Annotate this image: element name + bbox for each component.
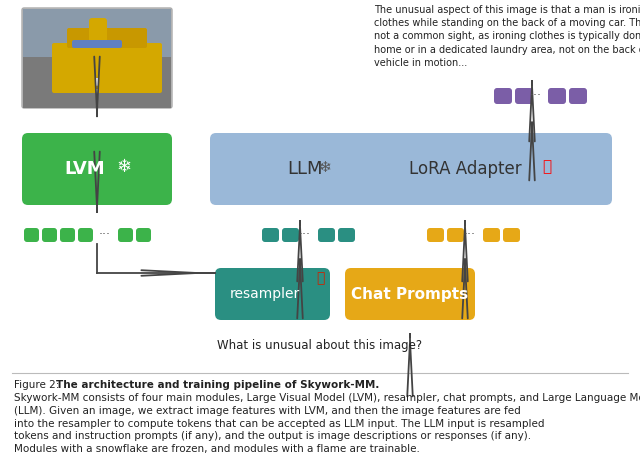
Text: ···: ···	[299, 228, 311, 241]
FancyBboxPatch shape	[494, 88, 512, 104]
Text: ···: ···	[464, 228, 476, 241]
FancyBboxPatch shape	[22, 8, 172, 108]
FancyBboxPatch shape	[78, 228, 93, 242]
Text: 🔥: 🔥	[543, 160, 552, 175]
FancyBboxPatch shape	[345, 268, 475, 320]
FancyBboxPatch shape	[24, 228, 39, 242]
FancyBboxPatch shape	[569, 88, 587, 104]
Text: LLM: LLM	[287, 160, 323, 178]
FancyBboxPatch shape	[548, 88, 566, 104]
Text: The architecture and training pipeline of Skywork-MM.: The architecture and training pipeline o…	[56, 380, 380, 390]
Text: ❄: ❄	[319, 160, 332, 175]
FancyBboxPatch shape	[72, 40, 122, 48]
FancyBboxPatch shape	[22, 133, 172, 205]
Text: resampler: resampler	[229, 287, 300, 301]
FancyBboxPatch shape	[23, 57, 171, 108]
Text: Figure 2:: Figure 2:	[14, 380, 63, 390]
Text: Skywork-MM consists of four main modules, Large Visual Model (LVM), resampler, c: Skywork-MM consists of four main modules…	[14, 393, 640, 454]
FancyBboxPatch shape	[210, 133, 612, 205]
FancyBboxPatch shape	[136, 228, 151, 242]
FancyBboxPatch shape	[427, 228, 444, 242]
FancyBboxPatch shape	[118, 228, 133, 242]
FancyBboxPatch shape	[60, 228, 75, 242]
FancyBboxPatch shape	[318, 228, 335, 242]
FancyBboxPatch shape	[67, 28, 147, 48]
Text: ···: ···	[99, 228, 111, 241]
FancyBboxPatch shape	[338, 228, 355, 242]
Text: The unusual aspect of this image is that a man is ironing
clothes while standing: The unusual aspect of this image is that…	[374, 5, 640, 68]
Text: What is unusual about this image?: What is unusual about this image?	[218, 339, 422, 352]
Text: ❄: ❄	[116, 158, 132, 176]
FancyBboxPatch shape	[42, 228, 57, 242]
FancyBboxPatch shape	[515, 88, 533, 104]
Text: 🔥: 🔥	[316, 271, 324, 285]
FancyBboxPatch shape	[447, 228, 464, 242]
Text: LoRA Adapter: LoRA Adapter	[409, 160, 522, 178]
Text: LVM: LVM	[65, 160, 106, 178]
FancyBboxPatch shape	[262, 228, 279, 242]
FancyBboxPatch shape	[503, 228, 520, 242]
FancyBboxPatch shape	[23, 9, 171, 57]
FancyBboxPatch shape	[483, 228, 500, 242]
Text: Chat Prompts: Chat Prompts	[351, 286, 468, 302]
FancyBboxPatch shape	[52, 43, 162, 93]
FancyBboxPatch shape	[89, 18, 107, 53]
FancyBboxPatch shape	[282, 228, 299, 242]
Text: ···: ···	[530, 90, 542, 102]
FancyBboxPatch shape	[215, 268, 330, 320]
